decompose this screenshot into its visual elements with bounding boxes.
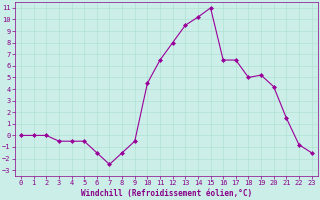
X-axis label: Windchill (Refroidissement éolien,°C): Windchill (Refroidissement éolien,°C) [81,189,252,198]
